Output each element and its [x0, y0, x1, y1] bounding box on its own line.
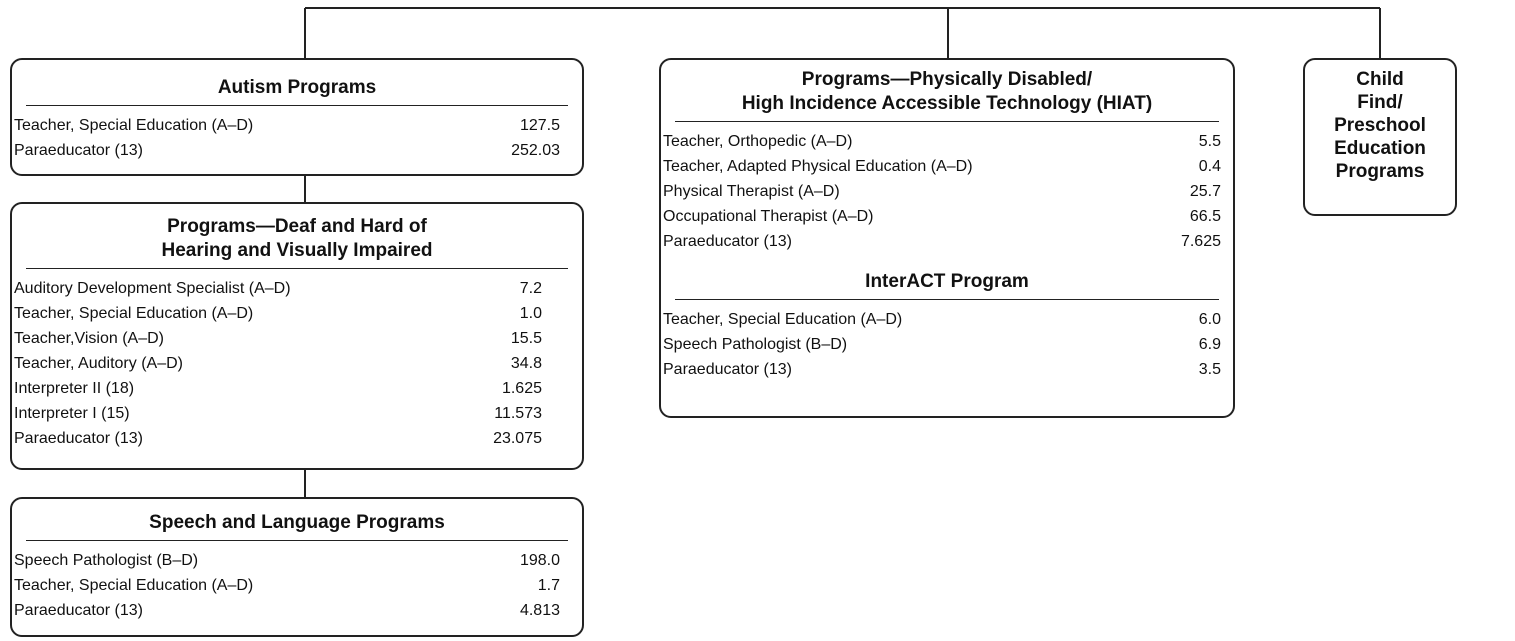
section: Speech and Language Programs Speech Patho… — [12, 511, 582, 623]
position-row: Teacher, Special Education (A–D) 1.7 — [14, 573, 560, 598]
position-label: Paraeducator (13) — [14, 602, 143, 619]
position-label: Occupational Therapist (A–D) — [663, 208, 874, 225]
position-row: Teacher,Vision (A–D) 15.5 — [14, 326, 542, 351]
position-label: Paraeducator (13) — [14, 430, 143, 447]
position-fte: 3.5 — [1198, 361, 1221, 378]
position-fte: 7.2 — [519, 280, 542, 297]
heading-line: Speech and Language Programs — [149, 512, 445, 533]
position-label: Paraeducator (13) — [663, 233, 792, 250]
section-heading: Autism Programs — [26, 76, 568, 106]
position-fte: 127.5 — [519, 117, 560, 134]
position-label: Teacher, Special Education (A–D) — [14, 117, 254, 134]
program-box: Child Find/Preschool Education Programs — [1303, 58, 1457, 216]
position-row: Teacher, Adapted Physical Education (A–D… — [663, 154, 1221, 179]
position-fte: 6.9 — [1198, 336, 1221, 353]
position-label: Interpreter I (15) — [14, 405, 130, 422]
position-fte: 198.0 — [519, 552, 560, 569]
heading-line: Find/ — [1357, 92, 1403, 113]
position-row: Interpreter II (18) 1.625 — [14, 376, 542, 401]
position-fte: 34.8 — [510, 355, 542, 372]
position-row: Paraeducator (13) 4.813 — [14, 598, 560, 623]
heading-line: InterACT Program — [865, 271, 1029, 292]
heading-line: Education — [1334, 138, 1426, 159]
position-row: Paraeducator (13) 7.625 — [663, 229, 1221, 254]
rows: Auditory Development Specialist (A–D) 7.2… — [12, 276, 582, 451]
position-fte: 1.0 — [519, 305, 542, 322]
position-label: Teacher,Vision (A–D) — [14, 330, 164, 347]
position-label: Auditory Development Specialist (A–D) — [14, 280, 291, 297]
section: Programs—Deaf and Hard of Hearing and Vis… — [12, 215, 582, 451]
position-fte: 1.625 — [501, 380, 542, 397]
position-fte: 66.5 — [1189, 208, 1221, 225]
position-row: Teacher, Special Education (A–D) 6.0 — [663, 307, 1221, 332]
position-row: Paraeducator (13) 3.5 — [663, 357, 1221, 382]
position-row: Teacher, Special Education (A–D) 127.5 — [14, 113, 560, 138]
position-label: Teacher, Special Education (A–D) — [14, 305, 254, 322]
position-label: Teacher, Special Education (A–D) — [14, 577, 254, 594]
position-label: Teacher, Special Education (A–D) — [663, 311, 903, 328]
position-row: Speech Pathologist (B–D) 6.9 — [663, 332, 1221, 357]
position-label: Physical Therapist (A–D) — [663, 183, 840, 200]
heading-line: Child — [1356, 69, 1404, 90]
position-label: Speech Pathologist (B–D) — [14, 552, 199, 569]
position-row: Auditory Development Specialist (A–D) 7.2 — [14, 276, 542, 301]
program-box: Programs—Deaf and Hard of Hearing and Vis… — [10, 202, 584, 470]
section: Autism Programs Teacher, Special Educatio… — [12, 76, 582, 163]
position-fte: 252.03 — [511, 142, 560, 159]
rows: Speech Pathologist (B–D) 198.0 Teacher, Sp… — [12, 548, 582, 623]
position-row: Teacher, Special Education (A–D) 1.0 — [14, 301, 542, 326]
position-row: Paraeducator (13) 252.03 — [14, 138, 560, 163]
position-label: Teacher, Adapted Physical Education (A–D… — [663, 158, 973, 175]
position-label: Interpreter II (18) — [14, 380, 135, 397]
position-fte: 1.7 — [537, 577, 560, 594]
rows: Teacher, Special Education (A–D) 6.0 Speec… — [661, 307, 1233, 382]
heading-line: Autism Programs — [217, 77, 377, 98]
section: InterACT Program Teacher, Special Educati… — [661, 270, 1233, 382]
rows: Teacher, Orthopedic (A–D) 5.5 Teacher, Ada… — [661, 129, 1233, 254]
heading-line: Preschool — [1334, 115, 1426, 136]
position-fte: 7.625 — [1180, 233, 1221, 250]
position-label: Teacher, Auditory (A–D) — [14, 355, 183, 372]
position-label: Paraeducator (13) — [14, 142, 143, 159]
position-row: Interpreter I (15) 11.573 — [14, 401, 542, 426]
heading-line: High Incidence Accessible Technology (HI… — [741, 93, 1153, 114]
section: Child Find/Preschool Education Programs — [1305, 68, 1455, 183]
position-fte: 23.075 — [493, 430, 542, 447]
position-row: Physical Therapist (A–D) 25.7 — [663, 179, 1221, 204]
program-box: Speech and Language Programs Speech Patho… — [10, 497, 584, 637]
position-row: Speech Pathologist (B–D) 198.0 — [14, 548, 560, 573]
heading-line: Programs — [1335, 161, 1425, 182]
program-box: Autism Programs Teacher, Special Educatio… — [10, 58, 584, 176]
section-heading: Programs—Physically Disabled/High Incide… — [675, 68, 1219, 122]
section-heading: InterACT Program — [675, 270, 1219, 300]
position-label: Speech Pathologist (B–D) — [663, 336, 848, 353]
position-row: Teacher, Auditory (A–D) 34.8 — [14, 351, 542, 376]
position-fte: 25.7 — [1189, 183, 1221, 200]
position-fte: 0.4 — [1198, 158, 1221, 175]
position-row: Occupational Therapist (A–D) 66.5 — [663, 204, 1221, 229]
program-box: Programs—Physically Disabled/High Incide… — [659, 58, 1235, 418]
rows: Teacher, Special Education (A–D) 127.5 Par… — [12, 113, 582, 163]
position-fte: 5.5 — [1198, 133, 1221, 150]
position-label: Teacher, Orthopedic (A–D) — [663, 133, 853, 150]
position-label: Paraeducator (13) — [663, 361, 792, 378]
position-row: Paraeducator (13) 23.075 — [14, 426, 542, 451]
position-fte: 6.0 — [1198, 311, 1221, 328]
heading-line: Programs—Deaf and Hard of — [167, 216, 427, 237]
section-heading: Speech and Language Programs — [26, 511, 568, 541]
position-fte: 4.813 — [519, 602, 560, 619]
section: Programs—Physically Disabled/High Incide… — [661, 68, 1233, 254]
heading-line: Programs—Physically Disabled/ — [801, 69, 1093, 90]
section-heading: Programs—Deaf and Hard of Hearing and Vis… — [26, 215, 568, 269]
heading-line: Hearing and Visually Impaired — [161, 240, 433, 261]
position-fte: 11.573 — [494, 405, 542, 422]
section-heading: Child Find/Preschool Education Programs — [1319, 68, 1441, 183]
position-row: Teacher, Orthopedic (A–D) 5.5 — [663, 129, 1221, 154]
position-fte: 15.5 — [510, 330, 542, 347]
